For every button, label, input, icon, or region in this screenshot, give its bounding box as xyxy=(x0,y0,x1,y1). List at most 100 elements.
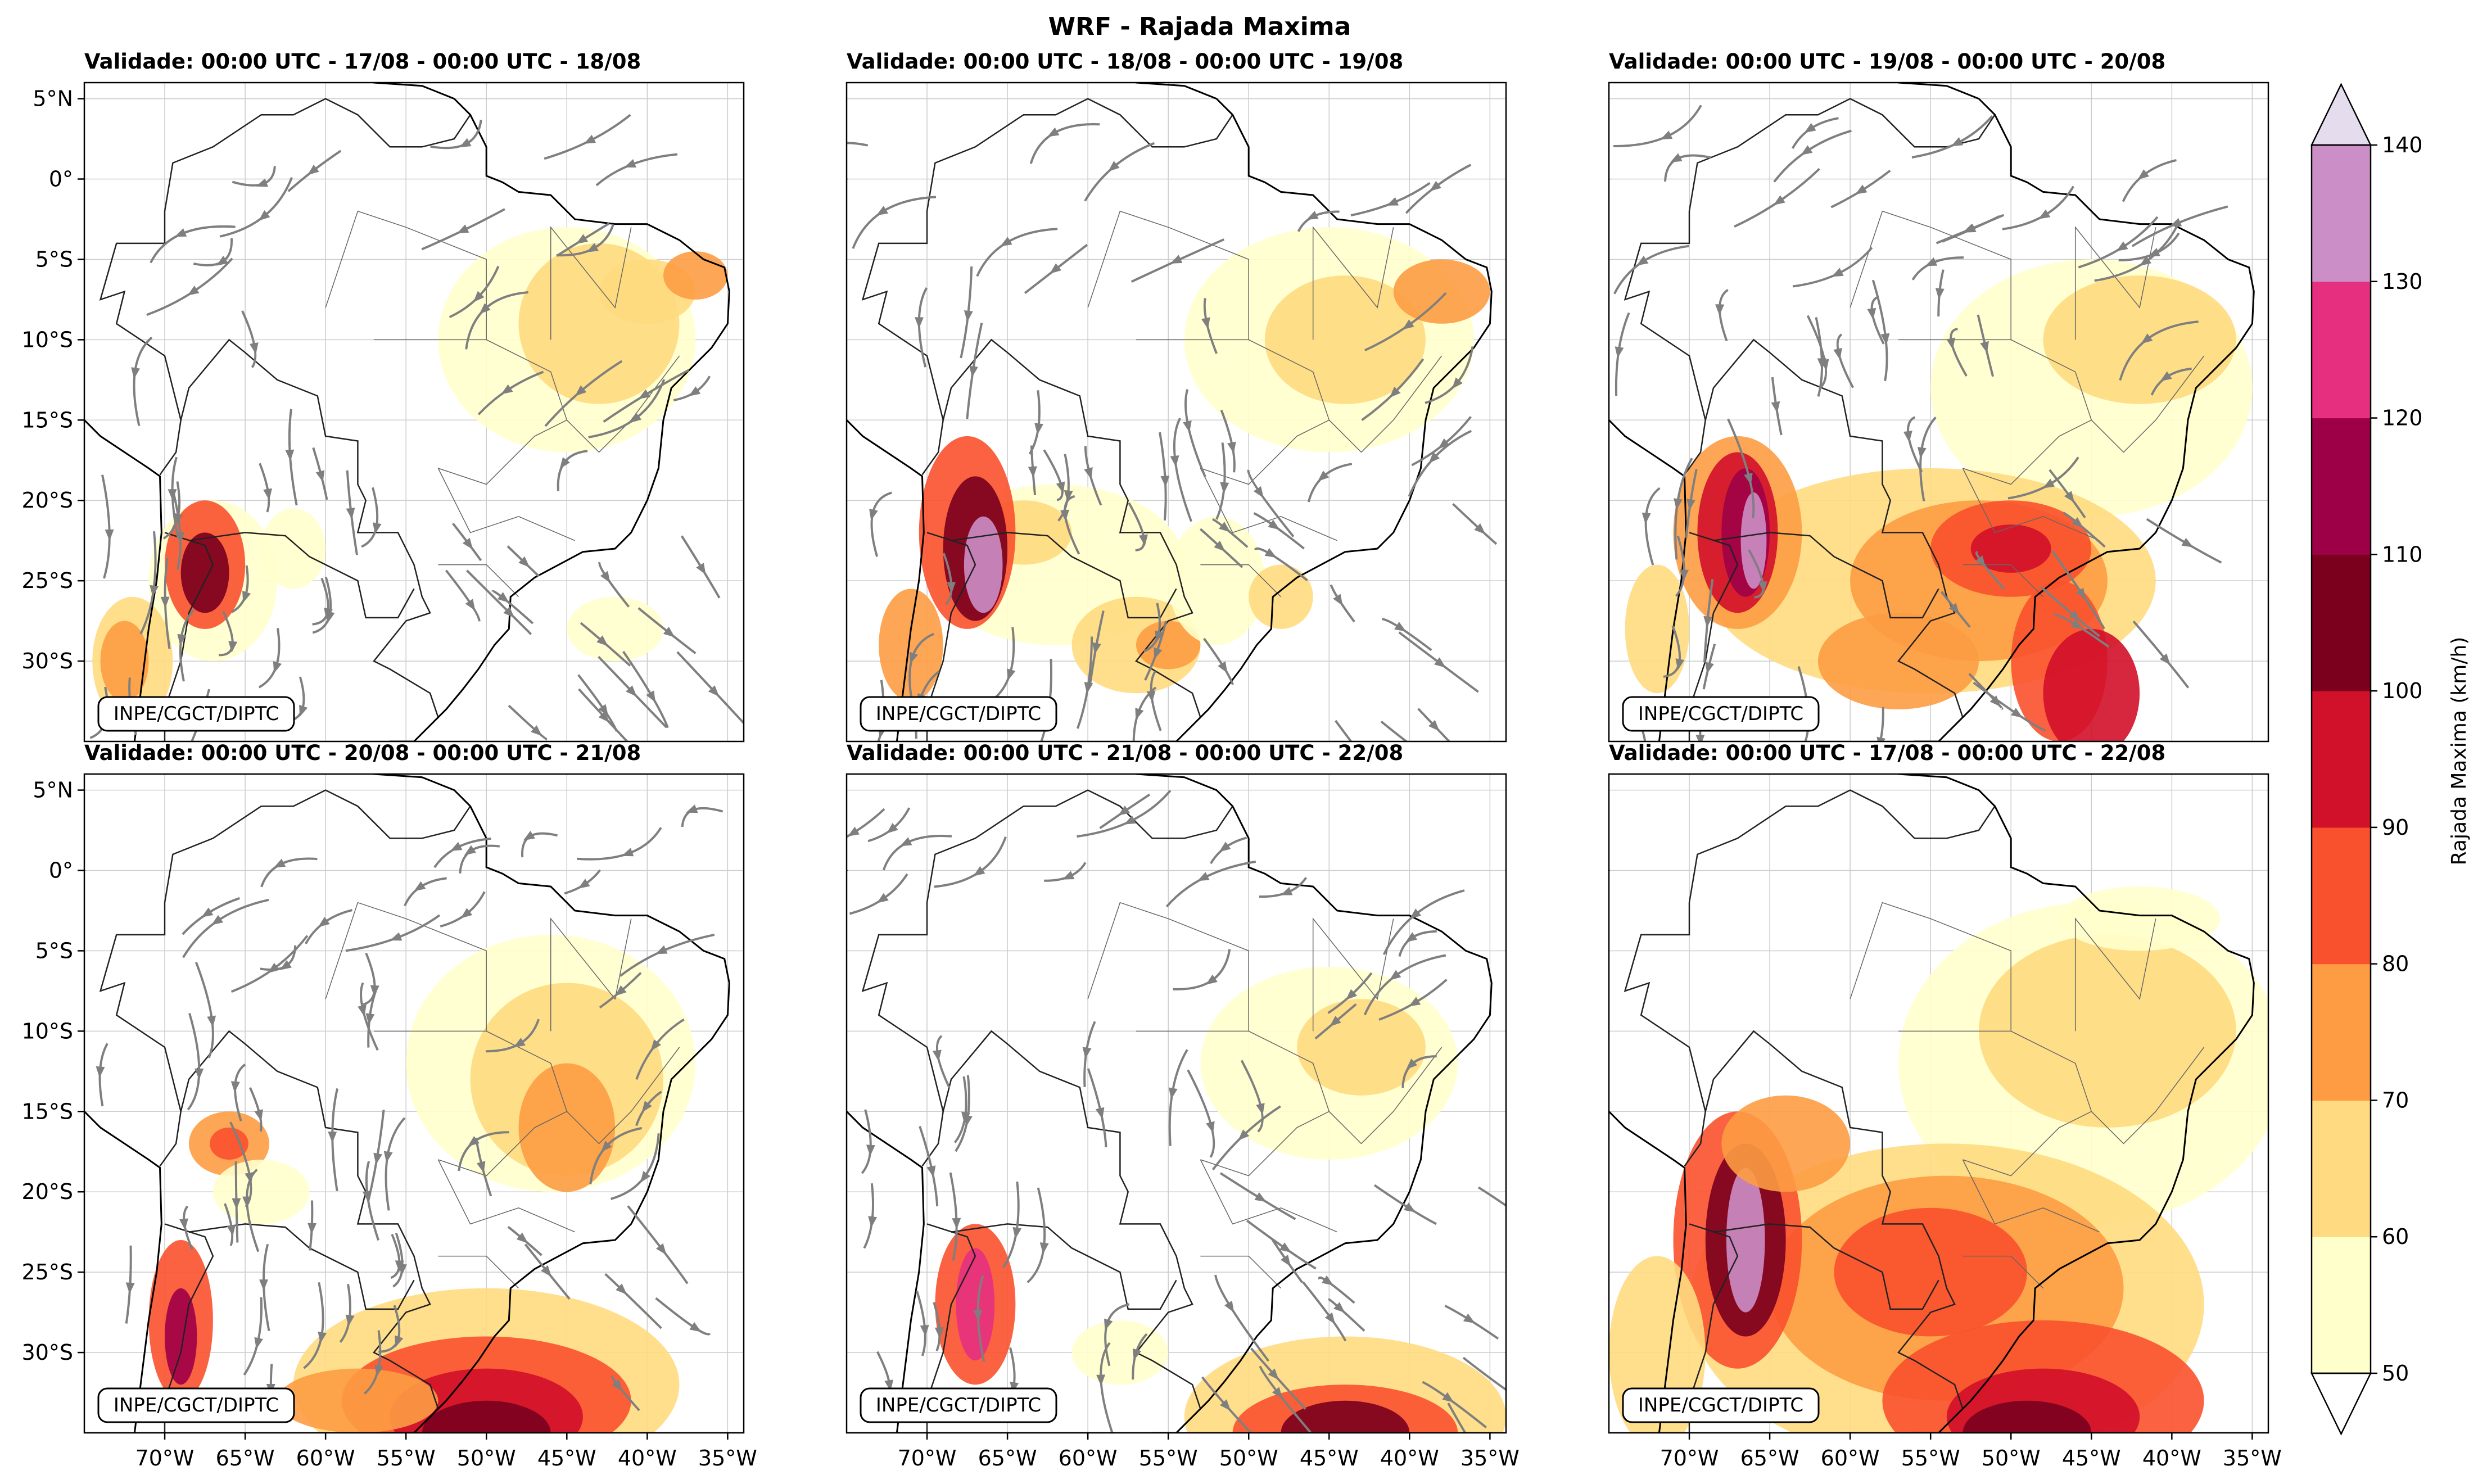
lon-tick-label: 55°W xyxy=(1901,1446,1960,1471)
credit-box: INPE/CGCT/DIPTC xyxy=(97,696,295,732)
streamline-arrow xyxy=(1402,319,1414,330)
state-border xyxy=(2074,917,2156,1031)
lat-tick-label: 30°S xyxy=(22,649,73,673)
map-layer xyxy=(1609,83,2268,741)
country-border xyxy=(1624,98,1996,420)
streamline-arrow xyxy=(1705,662,1714,674)
state-border xyxy=(1200,1255,1282,1289)
lon-tick-label: 70°W xyxy=(898,1446,957,1471)
streamline-arrow xyxy=(464,845,476,856)
streamline-arrow xyxy=(576,234,589,244)
streamline-arrow xyxy=(973,866,985,876)
streamline-arrow xyxy=(2075,587,2086,600)
streamline-arrow xyxy=(1028,466,1037,478)
state-border xyxy=(1962,1159,2100,1233)
coastline xyxy=(84,83,730,741)
streamline-arrow xyxy=(1238,1129,1250,1141)
gust-contour xyxy=(100,621,149,702)
streamline-arrow xyxy=(1330,1016,1341,1027)
streamline-arrow xyxy=(1817,358,1826,370)
gust-contour xyxy=(879,589,943,702)
streamline-arrow xyxy=(1084,467,1093,479)
streamline-arrow xyxy=(1322,1275,1334,1286)
streamline-arrow xyxy=(345,1314,355,1327)
streamline-arrow xyxy=(1405,932,1418,943)
map-frame xyxy=(845,773,1507,1434)
colorbar-segment xyxy=(2312,1100,2371,1237)
streamline-arrow xyxy=(1615,346,1624,359)
state-border xyxy=(438,1255,519,1289)
streamline-arrow xyxy=(1146,690,1156,703)
streamline-arrow xyxy=(1404,1202,1416,1212)
streamline-arrow xyxy=(1948,603,1960,615)
streamline-arrow xyxy=(1135,708,1144,720)
streamline-arrow xyxy=(1039,1242,1049,1254)
streamline-arrow xyxy=(1280,886,1293,895)
streamline-arrow xyxy=(1917,447,1927,459)
streamline-arrow xyxy=(2137,169,2150,180)
streamline-arrow xyxy=(947,582,956,594)
panel-3: Validade: 00:00 UTC - 19/08 - 00:00 UTC … xyxy=(1608,49,2269,743)
state-border xyxy=(1963,564,2044,598)
streamline-arrow xyxy=(1801,145,1813,155)
state-border xyxy=(438,564,519,598)
streamline-arrow xyxy=(1219,1399,1231,1411)
streamline-arrow xyxy=(254,1109,263,1121)
streamline-arrow xyxy=(242,1196,252,1208)
coastline xyxy=(84,774,730,1433)
streamline-arrow xyxy=(1012,1227,1022,1239)
streamline-arrow xyxy=(2070,619,2083,629)
coastline xyxy=(847,774,1493,1433)
state-border xyxy=(1312,917,1394,1031)
panel-4: Validade: 00:00 UTC - 20/08 - 00:00 UTC … xyxy=(83,741,745,1434)
lat-tick-label: 10°S xyxy=(22,327,73,352)
streamline-arrow xyxy=(258,210,270,221)
state-border xyxy=(1850,902,2011,1031)
streamline-arrow xyxy=(887,823,898,834)
country-border xyxy=(951,532,1177,619)
streamline-arrow xyxy=(187,286,200,296)
state-border xyxy=(1200,1159,1337,1233)
gust-contour xyxy=(1264,275,1426,404)
streamline-arrow xyxy=(273,858,286,868)
lat-tick-label: 20°S xyxy=(22,488,73,513)
credit-text: INPE/CGCT/DIPTC xyxy=(876,703,1041,725)
country-border xyxy=(99,98,471,420)
streamline-arrow xyxy=(1428,452,1440,464)
coastline xyxy=(84,419,162,741)
streamline-arrow xyxy=(2064,491,2075,503)
lon-tick-label: 50°W xyxy=(1219,1446,1278,1471)
colorbar-tick-label: 70 xyxy=(2382,1088,2409,1112)
streamline-arrow xyxy=(638,389,650,399)
streamline-arrow xyxy=(626,685,637,697)
streamline-arrow xyxy=(1636,256,1649,266)
streamline-arrow xyxy=(414,881,426,892)
streamline-arrow xyxy=(686,804,698,813)
streamline-arrow xyxy=(318,917,330,928)
gust-contour xyxy=(1740,492,1767,589)
streamline-arrow xyxy=(1268,519,1280,530)
streamline-arrow xyxy=(1876,736,1886,741)
streamline-arrow xyxy=(584,134,596,144)
map-frame xyxy=(845,82,1507,743)
streamline-arrow xyxy=(2181,537,2194,548)
streamline-arrow xyxy=(1333,594,1343,606)
streamline-arrow xyxy=(1256,1103,1265,1115)
streamline-arrow xyxy=(1062,871,1075,880)
panel-title: Validade: 00:00 UTC - 21/08 - 00:00 UTC … xyxy=(847,741,1403,765)
gust-contour xyxy=(567,596,663,662)
credit-text: INPE/CGCT/DIPTC xyxy=(114,1394,279,1417)
lat-tick-label: 5°N xyxy=(33,778,73,803)
streamline-arrow xyxy=(263,488,272,500)
streamline-arrow xyxy=(655,1243,667,1255)
streamline-arrow xyxy=(273,661,282,673)
credit-box: INPE/CGCT/DIPTC xyxy=(1622,1387,1820,1423)
streamline-arrow xyxy=(1108,161,1120,172)
streamline-arrow xyxy=(456,224,469,234)
coastline xyxy=(847,419,925,741)
streamline-arrow xyxy=(2160,371,2172,382)
gust-contour xyxy=(663,251,728,300)
streamline-arrow xyxy=(1867,307,1876,320)
gust-contour xyxy=(2043,275,2236,404)
